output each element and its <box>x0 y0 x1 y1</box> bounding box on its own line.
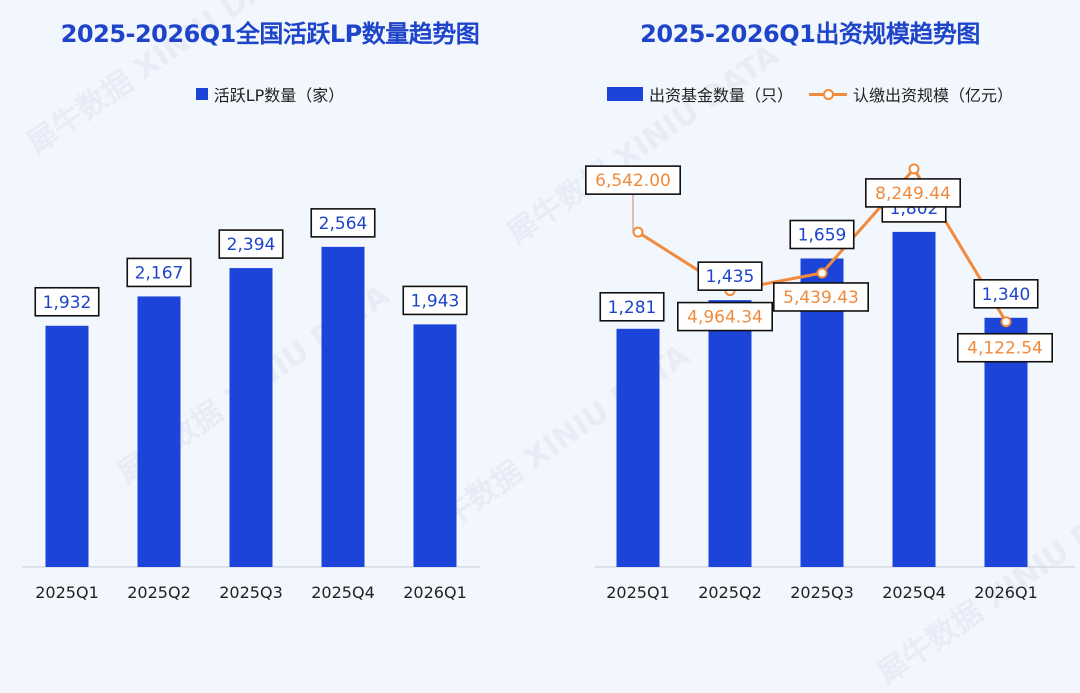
bar <box>137 296 181 567</box>
data-label-text: 1,659 <box>798 225 847 245</box>
data-label-text: 2,167 <box>135 263 184 283</box>
bar <box>45 325 89 567</box>
bar <box>892 231 936 568</box>
data-label-text: 6,542.00 <box>595 171 671 191</box>
data-label-box <box>973 279 1039 309</box>
bar-data-label: 1,659 <box>789 219 855 250</box>
data-label-box <box>402 285 468 316</box>
data-label-text: 1,932 <box>43 293 92 313</box>
bar <box>413 324 457 567</box>
legend-item-fund-count[interactable]: 出资基金数量（只） <box>606 82 793 106</box>
legend: 活跃LP数量（家） <box>0 82 540 106</box>
bar <box>708 300 752 567</box>
bar-data-label: 2,394 <box>218 229 284 259</box>
data-label-box <box>126 257 192 288</box>
bar <box>229 268 273 567</box>
line-data-label: 6,542.00 <box>584 165 682 195</box>
data-label-box <box>34 286 100 317</box>
line-point <box>1000 316 1012 328</box>
data-label-text: 1,435 <box>706 267 755 287</box>
legend-label: 认缴出资规模（亿元） <box>853 86 1014 105</box>
data-label-box <box>677 301 774 332</box>
data-label-box <box>956 332 1053 363</box>
lp-chart-panel: 2025-2026Q1全国活跃LP数量趋势图 活跃LP数量（家） 2025Q1 1… <box>0 0 540 623</box>
data-label-box <box>584 165 682 195</box>
bar-data-label: 1,943 <box>402 285 468 316</box>
bar-data-label: 1,281 <box>599 291 665 322</box>
lp-bar-chart: 2025Q1 1,932 2025Q2 2,167 2025Q3 2,394 2025Q4 2… <box>22 208 480 602</box>
line-data-label: 8,249.44 <box>864 178 961 208</box>
x-tick-label: 2025Q1 <box>606 583 670 602</box>
bar-data-label: 2,564 <box>310 208 376 238</box>
data-label-text: 2,394 <box>227 235 276 255</box>
x-tick-label: 2025Q4 <box>311 583 375 602</box>
data-label-text: 1,281 <box>608 298 657 318</box>
line-point <box>908 163 920 175</box>
legend-label: 活跃LP数量（家） <box>213 86 345 105</box>
line-point <box>632 226 644 238</box>
data-label-text: 5,439.43 <box>783 288 859 308</box>
line-data-label: 4,122.54 <box>956 332 1053 363</box>
legend-item-lp[interactable]: 活跃LP数量（家） <box>195 82 345 106</box>
data-label-text: 2,564 <box>319 214 368 234</box>
data-label-text: 8,249.44 <box>875 184 951 204</box>
data-label-box <box>599 291 665 322</box>
legend: 出资基金数量（只） 认缴出资规模（亿元） <box>540 82 1080 106</box>
chart-title: 2025-2026Q1出资规模趋势图 <box>640 20 980 48</box>
bar <box>321 246 365 568</box>
bar-swatch-icon <box>606 87 643 101</box>
x-tick-label: 2025Q3 <box>790 583 854 602</box>
funding-chart-panel: 2025-2026Q1出资规模趋势图 出资基金数量（只） 认缴出资规模（亿元） … <box>540 0 1080 623</box>
legend-item-subscribed-capital[interactable]: 认缴出资规模（亿元） <box>809 82 1013 106</box>
x-tick-label: 2025Q1 <box>35 583 99 602</box>
line-data-label: 4,964.34 <box>677 301 774 332</box>
bar-data-label: 2,167 <box>126 257 192 288</box>
x-tick-label: 2026Q1 <box>974 583 1038 602</box>
x-tick-label: 2026Q1 <box>403 583 467 602</box>
bar-data-label: 1,435 <box>697 261 763 291</box>
data-label-text: 1,340 <box>982 285 1031 305</box>
data-label-box <box>310 208 376 238</box>
x-tick-label: 2025Q4 <box>882 583 946 602</box>
data-label-text: 1,943 <box>411 291 460 311</box>
x-tick-label: 2025Q3 <box>219 583 283 602</box>
bar <box>616 328 660 567</box>
line-point <box>816 267 828 279</box>
bar-data-label: 1,340 <box>973 279 1039 309</box>
bar-data-label: 1,932 <box>34 286 100 317</box>
x-tick-label: 2025Q2 <box>127 583 191 602</box>
x-tick-label: 2025Q2 <box>698 583 762 602</box>
data-label-box <box>697 261 763 291</box>
funding-combo-chart: 2025Q1 2025Q2 2025Q3 2025Q4 2026Q1 1,281 1,435… <box>584 163 1075 602</box>
data-label-box <box>773 282 870 312</box>
bar-swatch-icon <box>195 88 208 100</box>
legend-label: 出资基金数量（只） <box>648 86 793 105</box>
line-swatch-icon <box>809 87 847 101</box>
data-label-text: 4,122.54 <box>967 339 1043 359</box>
data-label-box <box>218 229 284 259</box>
data-label-text: 4,964.34 <box>687 308 763 328</box>
data-label-box <box>864 178 961 208</box>
line-data-label: 5,439.43 <box>773 282 870 312</box>
data-label-box <box>789 219 855 250</box>
chart-title: 2025-2026Q1全国活跃LP数量趋势图 <box>60 20 480 48</box>
